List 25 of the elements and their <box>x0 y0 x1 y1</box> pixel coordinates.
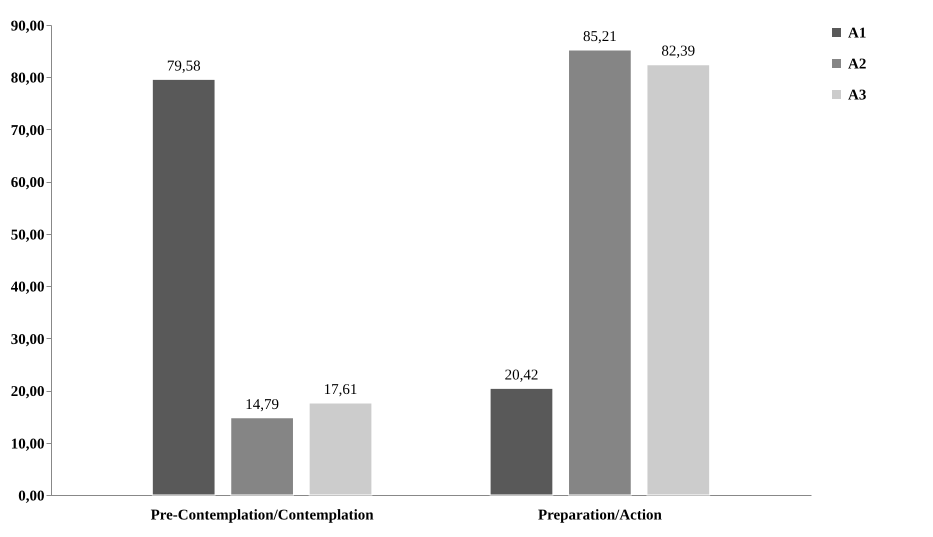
data-label: 85,21 <box>583 29 617 46</box>
x-tick-label: Pre-Contemplation/Contemplation <box>150 508 374 524</box>
bar <box>308 402 372 496</box>
data-label: 14,79 <box>245 396 279 413</box>
data-label: 82,39 <box>661 44 696 60</box>
y-tick-label: 30,00 <box>10 332 44 348</box>
x-tick-label: Preparation/Action <box>538 508 662 524</box>
data-label: 79,58 <box>166 58 201 74</box>
bar <box>490 388 554 496</box>
legend-label: A1 <box>848 26 866 42</box>
y-tick-label: 40,00 <box>10 280 44 296</box>
y-tick-label: 90,00 <box>10 18 44 34</box>
bar <box>646 64 710 496</box>
legend-label: A3 <box>848 88 866 104</box>
y-tick-label: 80,00 <box>10 70 44 87</box>
data-label: 20,42 <box>504 367 538 384</box>
y-tick-label: 60,00 <box>10 175 44 192</box>
legend-label: A2 <box>848 56 866 72</box>
y-tick-label: 20,00 <box>10 384 44 400</box>
y-tick-label: 10,00 <box>10 436 44 452</box>
bar <box>152 78 216 496</box>
y-tick-label: 0,00 <box>18 488 44 504</box>
y-tick-label: 70,00 <box>10 122 44 139</box>
data-label: 17,61 <box>324 382 358 398</box>
y-tick-label: 50,00 <box>10 227 44 244</box>
